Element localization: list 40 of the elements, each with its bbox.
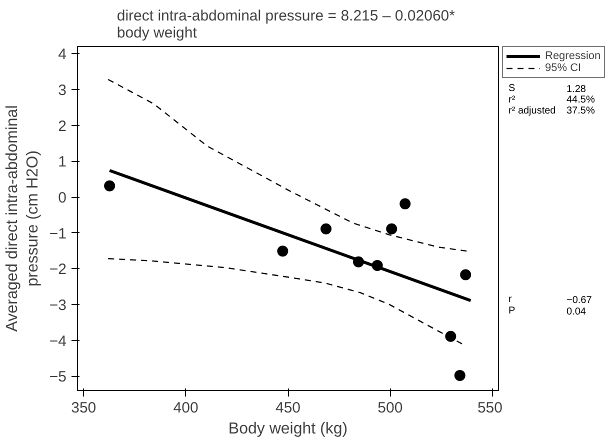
point: [386, 223, 398, 234]
y-tick-label: −2: [49, 261, 67, 278]
point: [320, 223, 332, 234]
y-tick-label: 2: [58, 118, 66, 135]
y-axis-title: Averaged direct intra-abdominal pressure (cm H2O): [4, 105, 42, 332]
text: 44.5%: [566, 94, 595, 106]
x-tick-label: 400: [173, 400, 198, 416]
text: S: [508, 82, 516, 94]
point: [277, 246, 288, 257]
y-tick-label: −1: [49, 225, 67, 242]
text: 0.04: [566, 306, 586, 318]
y-tick-label: 3: [58, 82, 66, 99]
point: [104, 180, 116, 192]
y-tick-label: −4: [49, 332, 67, 350]
y-tick-label: 4: [58, 46, 66, 64]
line-series: [108, 78, 468, 252]
point: [400, 198, 411, 210]
text: 1.28: [566, 84, 586, 95]
x-tick-label: 450: [275, 400, 301, 416]
legend-label: 95% CI: [545, 62, 582, 74]
y-tick-label: −5: [49, 368, 67, 386]
x-axis-title: Body weight (kg): [228, 420, 348, 438]
x-tick-label: 550: [477, 400, 503, 416]
chart-title: direct intra-abdominal pressure = 8.215 – 0.02060* body weight: [116, 8, 456, 42]
legend-label: Regression: [545, 50, 601, 62]
text: r²: [508, 94, 516, 106]
text: −0.67: [566, 295, 592, 306]
text: 37.5%: [566, 106, 595, 117]
point: [460, 269, 472, 280]
x-tick-label: 500: [378, 400, 403, 416]
line-series: [108, 258, 465, 346]
y-tick-label: 1: [58, 154, 66, 171]
text: r² adjusted: [508, 106, 556, 117]
point: [454, 370, 466, 381]
x-tick-label: 350: [71, 400, 96, 416]
text: P: [508, 306, 516, 317]
point: [445, 330, 456, 342]
y-tick-label: 0: [58, 190, 66, 206]
y-tick-label: −3: [49, 297, 67, 314]
text: r: [508, 294, 512, 306]
